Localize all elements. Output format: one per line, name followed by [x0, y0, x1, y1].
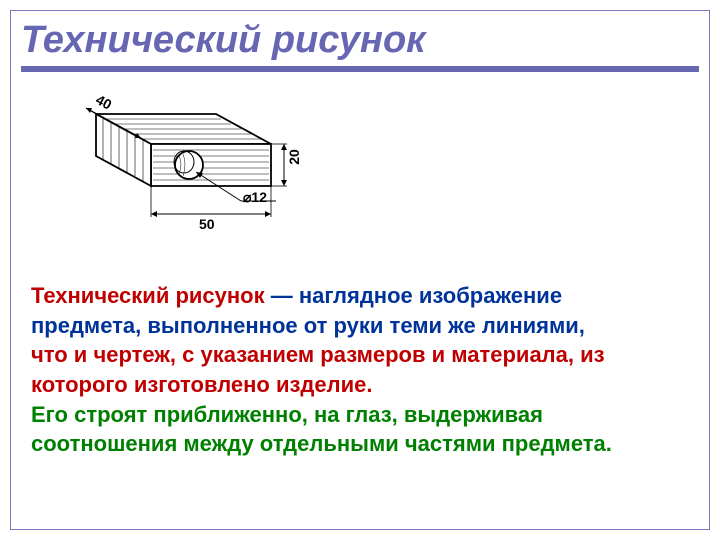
- dim-diameter-label: ⌀12: [243, 189, 267, 206]
- dim-width-label: 50: [199, 216, 215, 232]
- technical-drawing: 40 20 50 ⌀12: [41, 86, 301, 256]
- definition-term: Технический рисунок: [31, 283, 265, 308]
- title-underline: [21, 66, 699, 72]
- definition-text-green: Его строят приближенно, на глаз, выдержи…: [31, 400, 689, 459]
- definition-text-blue-2: предмета, выполненное от руки теми же ли…: [31, 313, 585, 338]
- dim-height-label: 20: [286, 149, 302, 165]
- definition-line-1: Технический рисунок — наглядное изображе…: [31, 281, 689, 311]
- definition-paragraph: Технический рисунок — наглядное изображе…: [31, 281, 689, 459]
- slide-frame: Технический рисунок: [10, 10, 710, 530]
- definition-text-blue-1: — наглядное изображение: [265, 283, 562, 308]
- definition-text-red: что и чертеж, с указанием размеров и мат…: [31, 340, 689, 399]
- page-title: Технический рисунок: [21, 19, 699, 66]
- isometric-block-svg: [41, 86, 301, 256]
- title-bar: Технический рисунок: [21, 19, 699, 72]
